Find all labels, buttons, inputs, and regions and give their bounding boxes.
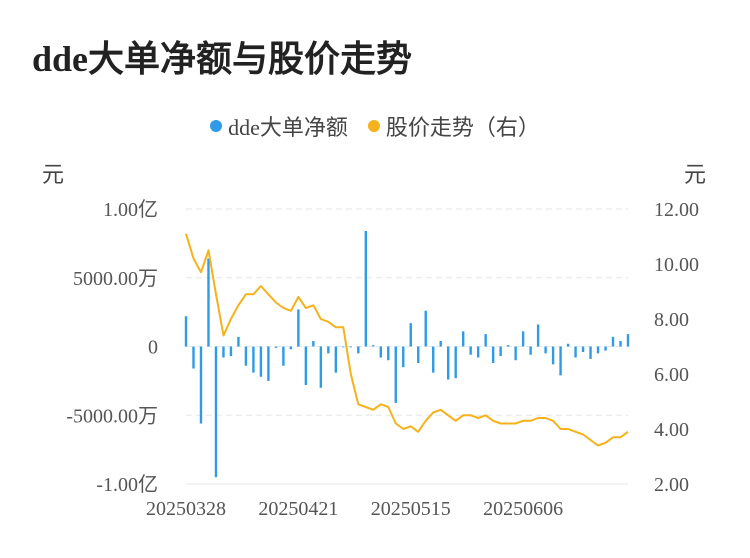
- bar[interactable]: [529, 346, 532, 355]
- bar[interactable]: [387, 346, 390, 361]
- bar[interactable]: [551, 346, 555, 365]
- bar[interactable]: [439, 341, 442, 347]
- bar[interactable]: [267, 346, 270, 381]
- bar[interactable]: [432, 346, 435, 373]
- legend-dot-dde: [210, 120, 223, 132]
- left-tick-label: 1.00亿: [103, 198, 158, 221]
- bar[interactable]: [207, 258, 210, 347]
- right-tick-label: 2.00: [654, 474, 689, 496]
- bar[interactable]: [312, 341, 315, 347]
- price-line[interactable]: [185, 233, 629, 447]
- x-tick-label: 20250421: [258, 498, 338, 520]
- bar[interactable]: [559, 346, 562, 376]
- bar[interactable]: [409, 323, 412, 347]
- bar[interactable]: [357, 346, 360, 354]
- bar[interactable]: [514, 346, 517, 361]
- bar[interactable]: [417, 346, 420, 364]
- bar[interactable]: [461, 331, 465, 347]
- legend-label-dde: dde大单净额: [228, 115, 348, 140]
- bar[interactable]: [574, 346, 577, 358]
- bar[interactable]: [611, 336, 615, 347]
- bars-layer: [184, 231, 630, 478]
- bar[interactable]: [581, 346, 585, 353]
- x-tick-label: 20250606: [483, 498, 563, 520]
- bar[interactable]: [252, 346, 255, 373]
- bar[interactable]: [222, 346, 225, 358]
- bar[interactable]: [274, 346, 278, 348]
- bar[interactable]: [342, 346, 345, 348]
- x-tick-label: 20250515: [371, 498, 451, 520]
- bar[interactable]: [199, 346, 203, 424]
- bar[interactable]: [229, 346, 233, 357]
- left-tick-label: 0: [148, 337, 158, 359]
- left-tick-label: 5000.00万: [73, 268, 158, 290]
- right-tick-label: 8.00: [654, 309, 689, 331]
- right-axis-unit: 元: [684, 162, 707, 187]
- bar[interactable]: [454, 346, 457, 379]
- bar[interactable]: [626, 334, 630, 347]
- bar[interactable]: [424, 310, 427, 347]
- bar[interactable]: [349, 346, 353, 348]
- legend: dde大单净额 股价走势（右）: [0, 110, 750, 142]
- right-tick-label: 10.00: [654, 254, 699, 276]
- bar[interactable]: [566, 343, 570, 347]
- bar[interactable]: [289, 346, 293, 350]
- bar[interactable]: [484, 334, 487, 347]
- right-tick-label: 6.00: [654, 364, 689, 386]
- bar[interactable]: [469, 346, 472, 355]
- bar[interactable]: [596, 346, 600, 354]
- bar[interactable]: [282, 346, 285, 366]
- bar[interactable]: [372, 345, 375, 347]
- bar[interactable]: [447, 346, 450, 380]
- x-tick-label: 20250328: [146, 498, 226, 520]
- legend-item-dde[interactable]: dde大单净额: [210, 110, 348, 142]
- axis-layer: 1.00亿 5000.00万 0 -5000.00万 -1.00亿 12.00 10.00 8…: [66, 198, 699, 520]
- bar[interactable]: [402, 346, 405, 368]
- bar[interactable]: [619, 341, 622, 347]
- grid-layer: [186, 208, 628, 485]
- legend-label-price: 股价走势（右）: [385, 115, 540, 140]
- bar[interactable]: [334, 346, 338, 373]
- line-layer: [185, 233, 629, 447]
- bar[interactable]: [506, 345, 510, 347]
- legend-item-price[interactable]: 股价走势（右）: [367, 110, 540, 142]
- bar[interactable]: [491, 346, 495, 364]
- bar[interactable]: [297, 309, 300, 347]
- left-axis-unit: 元: [42, 162, 65, 187]
- bar[interactable]: [214, 346, 218, 478]
- bar[interactable]: [544, 346, 547, 354]
- bar[interactable]: [192, 346, 195, 369]
- bar[interactable]: [364, 231, 367, 347]
- bar[interactable]: [237, 336, 240, 347]
- left-tick-label: -1.00亿: [96, 473, 158, 496]
- bar[interactable]: [184, 316, 188, 347]
- right-tick-label: 12.00: [654, 199, 699, 221]
- bar[interactable]: [244, 346, 248, 366]
- left-tick-label: -5000.00万: [66, 405, 158, 427]
- bar[interactable]: [589, 346, 592, 359]
- bar[interactable]: [521, 331, 525, 347]
- bar[interactable]: [304, 346, 308, 386]
- bar[interactable]: [259, 346, 263, 377]
- bar[interactable]: [327, 346, 330, 354]
- bar[interactable]: [319, 346, 323, 388]
- bar[interactable]: [394, 346, 397, 403]
- bar[interactable]: [476, 346, 480, 358]
- right-tick-label: 4.00: [654, 419, 689, 441]
- bar[interactable]: [499, 346, 502, 357]
- chart-title: dde大单净额与股价走势: [32, 39, 413, 79]
- legend-dot-price: [367, 120, 380, 132]
- bar[interactable]: [604, 346, 607, 351]
- bar[interactable]: [536, 324, 540, 347]
- bar[interactable]: [379, 346, 382, 358]
